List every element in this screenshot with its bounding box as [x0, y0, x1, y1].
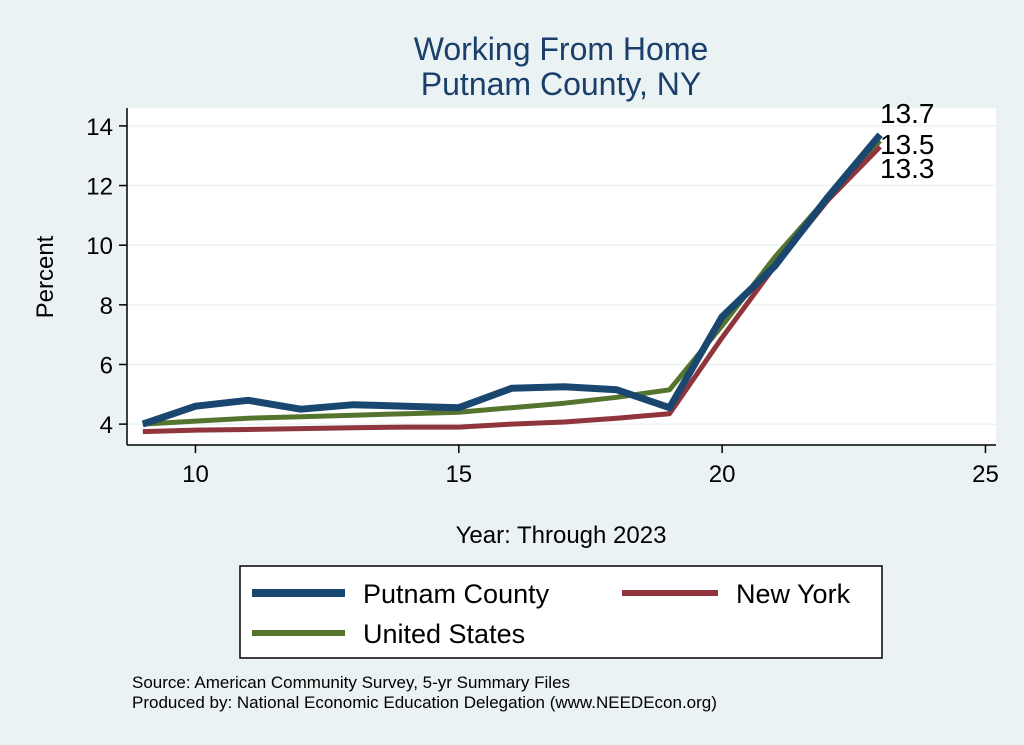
- produced-by-note: Produced by: National Economic Education…: [132, 693, 717, 712]
- source-note: Source: American Community Survey, 5-yr …: [132, 673, 570, 692]
- chart-subtitle: Putnam County, NY: [421, 66, 701, 102]
- end-value-label: 13.5: [880, 129, 935, 160]
- legend: Putnam County New York United States: [252, 579, 851, 649]
- y-tick-label: 6: [100, 352, 113, 379]
- series-line-new-york: [142, 145, 882, 435]
- y-tick-label: 12: [86, 174, 113, 201]
- end-value-label: 13.3: [880, 153, 935, 184]
- y-tick-label: 8: [100, 293, 113, 320]
- legend-label: New York: [736, 579, 851, 609]
- x-tick-label: 10: [182, 461, 209, 488]
- chart-title: Working From Home: [414, 31, 709, 67]
- y-tick-label: 4: [100, 412, 113, 439]
- x-axis-title: Year: Through 2023: [456, 522, 667, 549]
- series-lines: [141, 132, 883, 435]
- end-value-label: 13.7: [880, 98, 935, 129]
- series-line-putnam-county: [141, 132, 883, 428]
- grid: [127, 125, 996, 425]
- legend-box: [239, 565, 883, 659]
- y-tick-label: 10: [86, 233, 113, 260]
- y-axis-title: Percent: [32, 235, 59, 318]
- x-tick-label: 25: [972, 461, 999, 488]
- x-axis-ticks: 10 15 20 25: [182, 445, 999, 488]
- end-labels: 13.713.513.3: [880, 98, 935, 184]
- legend-label: United States: [363, 619, 525, 649]
- y-axis-ticks: 4 6 8 10 12 14: [86, 114, 127, 439]
- y-tick-label: 14: [86, 114, 113, 141]
- legend-label: Putnam County: [363, 579, 550, 609]
- x-tick-label: 15: [445, 461, 472, 488]
- x-tick-label: 20: [709, 461, 736, 488]
